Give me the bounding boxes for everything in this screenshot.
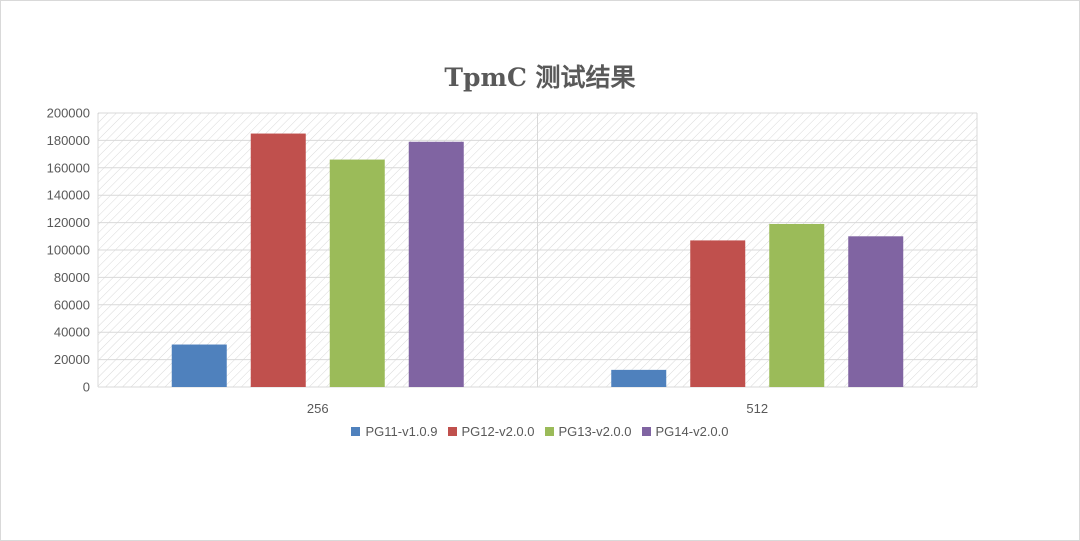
y-tick-label: 0 (83, 380, 90, 395)
legend-swatch (447, 427, 457, 436)
bar-PG11-v1.0.9-256 (171, 344, 227, 387)
gridlines (97, 112, 978, 388)
y-tick-label: 120000 (47, 215, 90, 230)
bars (171, 133, 904, 387)
legend-label: PG13-v2.0.0 (558, 424, 632, 439)
y-tick-label: 20000 (54, 352, 90, 367)
legend-label: PG11-v1.0.9 (365, 424, 438, 439)
y-tick-label: 200000 (47, 106, 90, 121)
legend-swatch (351, 427, 361, 436)
x-tick-label: 256 (307, 401, 329, 416)
x-axis-ticks: 256 512 (307, 401, 768, 416)
legend-swatch (544, 427, 554, 436)
legend: PG11-v1.0.9 PG12-v2.0.0 PG13-v2.0.0 PG14-v2… (0, 424, 1080, 439)
legend-label: PG14-v2.0.0 (655, 424, 729, 439)
legend-swatch (641, 427, 651, 436)
legend-item: PG13-v2.0.0 (544, 424, 632, 439)
legend-item: PG12-v2.0.0 (447, 424, 535, 439)
y-tick-label: 40000 (54, 325, 90, 340)
chart-title: TpmC 测试结果 (444, 63, 636, 92)
y-axis-ticks: 0 20000 40000 60000 80000 100000 120000 140000 1… (47, 106, 90, 395)
y-tick-label: 180000 (47, 133, 90, 148)
bar-PG13-v2.0.0-512 (769, 223, 825, 387)
bar-PG14-v2.0.0-256 (408, 141, 464, 387)
bar-PG11-v1.0.9-512 (611, 369, 667, 387)
y-tick-label: 140000 (47, 188, 90, 203)
bar-PG12-v2.0.0-512 (690, 240, 746, 387)
bar-PG14-v2.0.0-512 (848, 236, 904, 387)
legend-item: PG14-v2.0.0 (641, 424, 729, 439)
bar-PG13-v2.0.0-256 (329, 159, 385, 387)
legend-label: PG12-v2.0.0 (461, 424, 535, 439)
bar-PG12-v2.0.0-256 (250, 133, 306, 387)
x-tick-label: 512 (746, 401, 768, 416)
y-tick-label: 80000 (54, 270, 90, 285)
legend-item: PG11-v1.0.9 (351, 424, 438, 439)
y-tick-label: 160000 (47, 160, 90, 175)
y-tick-label: 60000 (54, 297, 90, 312)
y-tick-label: 100000 (47, 243, 90, 258)
